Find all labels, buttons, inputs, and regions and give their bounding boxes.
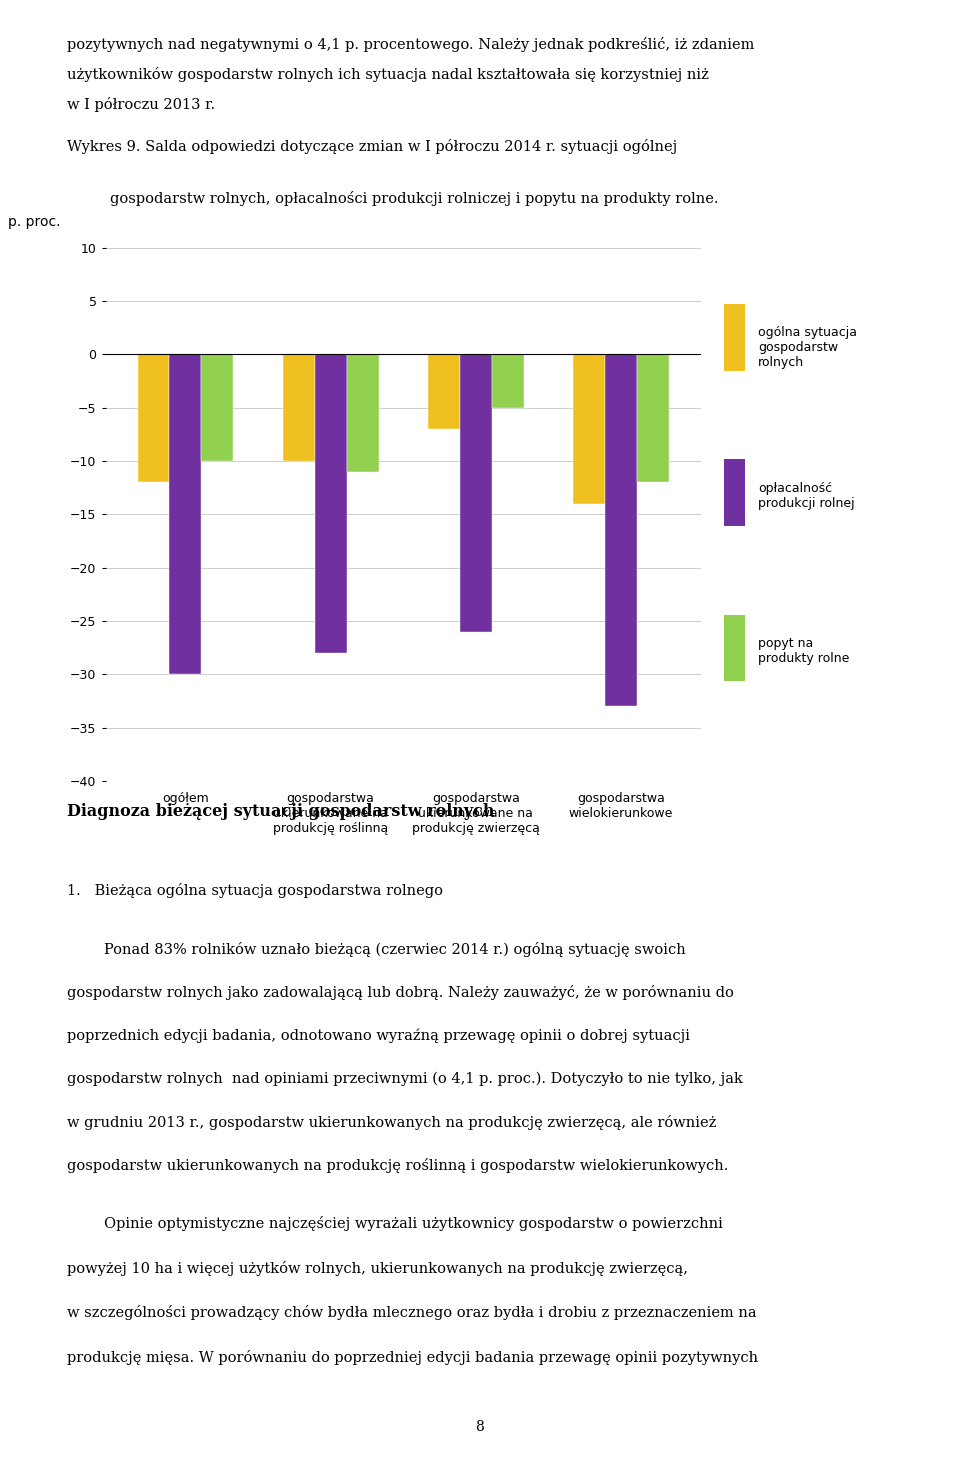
Text: powyżej 10 ha i więcej użytków rolnych, ukierunkowanych na produkcję zwierzęcą,: powyżej 10 ha i więcej użytków rolnych, … — [67, 1261, 688, 1276]
Text: ogólna sytuacja
gospodarstw
rolnych: ogólna sytuacja gospodarstw rolnych — [758, 326, 857, 369]
Text: popyt na
produkty rolne: popyt na produkty rolne — [758, 637, 850, 664]
FancyBboxPatch shape — [724, 615, 745, 682]
Bar — [315, 355, 347, 653]
Text: w szczególności prowadzący chów bydła mlecznego oraz bydła i drobiu z przeznacze: w szczególności prowadzący chów bydła ml… — [67, 1305, 756, 1320]
Text: 1.   Bieżąca ogólna sytuacja gospodarstwa rolnego: 1. Bieżąca ogólna sytuacja gospodarstwa … — [67, 883, 444, 898]
Text: użytkowników gospodarstw rolnych ich sytuacja nadal kształtowała się korzystniej: użytkowników gospodarstw rolnych ich syt… — [67, 67, 709, 82]
Text: Wykres 9. Salda odpowiedzi dotyczące zmian w I półroczu 2014 r. sytuacji ogólnej: Wykres 9. Salda odpowiedzi dotyczące zmi… — [67, 139, 678, 153]
Bar — [636, 355, 669, 482]
Text: opłacalność
produkcji rolnej: opłacalność produkcji rolnej — [758, 482, 854, 510]
Bar — [347, 355, 378, 472]
Bar — [170, 355, 202, 675]
Bar — [137, 355, 170, 482]
Text: gospodarstw rolnych jako zadowalającą lub dobrą. Należy zauważyć, że w porównani: gospodarstw rolnych jako zadowalającą lu… — [67, 986, 734, 1000]
Bar — [605, 355, 636, 707]
Text: Diagnoza bieżącej sytuacji gospodarstw rolnych: Diagnoza bieżącej sytuacji gospodarstw r… — [67, 803, 494, 821]
Bar — [460, 355, 492, 632]
Text: w I półroczu 2013 r.: w I półroczu 2013 r. — [67, 98, 215, 112]
FancyBboxPatch shape — [724, 304, 745, 371]
Bar — [573, 355, 605, 504]
Bar — [202, 355, 233, 461]
Y-axis label: p. proc.: p. proc. — [8, 215, 60, 229]
Bar — [492, 355, 524, 407]
Text: poprzednich edycji badania, odnotowano wyraźną przewagę opinii o dobrej sytuacji: poprzednich edycji badania, odnotowano w… — [67, 1028, 690, 1042]
Text: Opinie optymistyczne najczęściej wyrażali użytkownicy gospodarstw o powierzchni: Opinie optymistyczne najczęściej wyrażal… — [67, 1216, 723, 1231]
Bar — [428, 355, 460, 429]
Text: gospodarstw rolnych  nad opiniami przeciwnymi (o 4,1 p. proc.). Dotyczyło to nie: gospodarstw rolnych nad opiniami przeciw… — [67, 1072, 743, 1086]
FancyBboxPatch shape — [724, 460, 745, 526]
Bar — [282, 355, 315, 461]
Text: produkcję mięsa. W porównaniu do poprzedniej edycji badania przewagę opinii pozy: produkcję mięsa. W porównaniu do poprzed… — [67, 1350, 758, 1365]
Text: w grudniu 2013 r., gospodarstw ukierunkowanych na produkcję zwierzęcą, ale równi: w grudniu 2013 r., gospodarstw ukierunko… — [67, 1115, 716, 1130]
Text: 8: 8 — [475, 1419, 485, 1434]
Text: gospodarstw ukierunkowanych na produkcję roślinną i gospodarstw wielokierunkowyc: gospodarstw ukierunkowanych na produkcję… — [67, 1158, 729, 1174]
Text: gospodarstw rolnych, opłacalności produkcji rolniczej i popytu na produkty rolne: gospodarstw rolnych, opłacalności produk… — [110, 191, 719, 206]
Text: pozytywnych nad negatywnymi o 4,1 p. procentowego. Należy jednak podkreślić, iż : pozytywnych nad negatywnymi o 4,1 p. pro… — [67, 36, 755, 51]
Text: Ponad 83% rolników uznało bieżącą (czerwiec 2014 r.) ogólną sytuację swoich: Ponad 83% rolników uznało bieżącą (czerw… — [67, 942, 686, 956]
